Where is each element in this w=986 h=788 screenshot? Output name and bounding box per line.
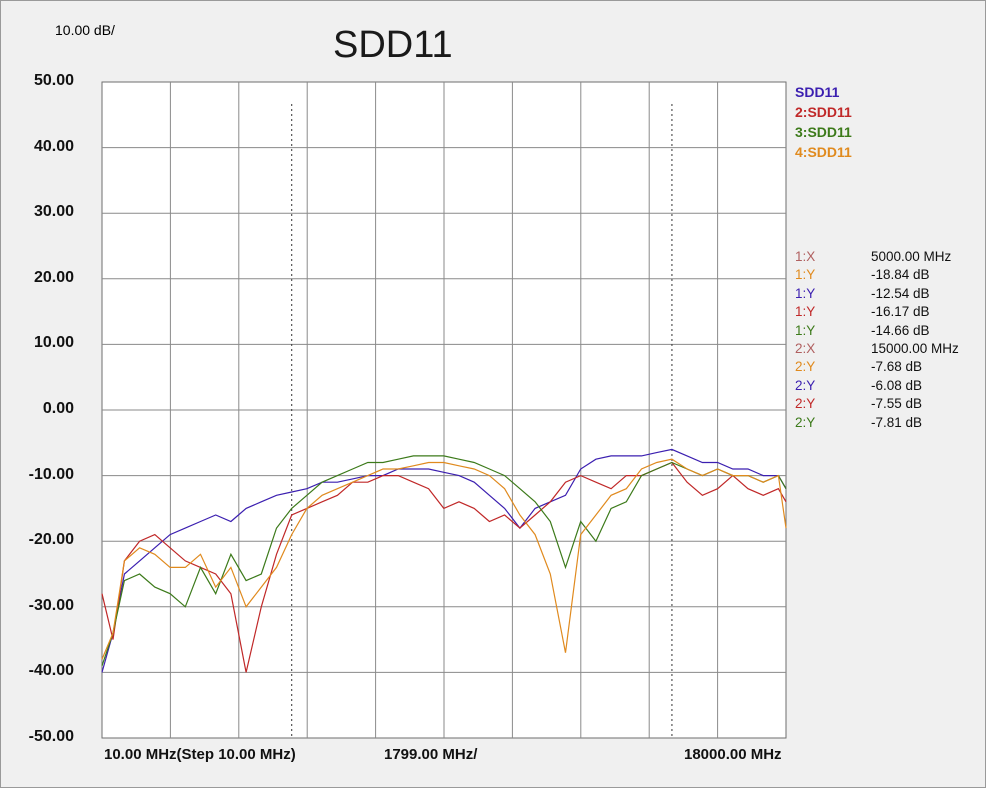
readout-row: 1:Y -18.84 dB	[795, 266, 959, 284]
y-tick-label: 30.00	[33, 203, 74, 221]
readout-row: 1:Y -12.54 dB	[795, 285, 959, 303]
y-tick-label: -50.00	[28, 728, 74, 745]
readout-row: 1:X 5000.00 MHz	[795, 248, 959, 266]
readout-row: 1:Y -14.66 dB	[795, 322, 959, 340]
readout-label: 1:Y	[795, 322, 816, 338]
readout-row: 1:Y -16.17 dB	[795, 303, 959, 321]
readout-value: -6.08 dB	[871, 377, 923, 393]
readout-label: 1:X	[795, 249, 816, 264]
x-start-label: 10.00 MHz(Step 10.00 MHz)	[104, 746, 296, 763]
scale-label: 10.00 dB/	[55, 22, 115, 38]
series-line-3	[101, 455, 787, 666]
readout-label: 2:Y	[795, 377, 816, 393]
readout-value: 5000.00 MHz	[871, 249, 952, 264]
readout-row: 2:Y -7.55 dB	[795, 395, 959, 413]
readout-row: 2:Y -7.68 dB	[795, 358, 959, 376]
y-tick-label: -20.00	[28, 531, 74, 549]
readout-label: 1:Y	[795, 267, 816, 283]
readout-label: 2:X	[795, 341, 816, 357]
x-step-label: 1799.00 MHz/	[384, 746, 478, 763]
y-tick-label: -30.00	[28, 596, 74, 614]
marker-readouts: 1:X 5000.00 MHz 1:Y -18.84 dB 1:Y -12.54 dB 1:…	[795, 248, 959, 432]
legend-entry: SDD11	[795, 84, 840, 100]
y-tick-label: 40.00	[33, 137, 74, 155]
readout-value: -7.81 dB	[871, 414, 923, 430]
series-line-4	[101, 458, 787, 660]
chart-title: SDD11	[333, 24, 453, 66]
readout-label: 1:Y	[795, 304, 816, 320]
readout-label: 2:Y	[795, 396, 816, 412]
y-tick-label: -40.00	[28, 662, 74, 680]
readout-row: 2:Y -6.08 dB	[795, 377, 959, 395]
readout-value: -7.55 dB	[871, 396, 923, 412]
y-tick-label: 50.00	[33, 72, 74, 89]
legend-entry: 3:SDD11	[795, 124, 852, 140]
readout-value: -7.68 dB	[871, 359, 923, 375]
readout-value: -18.84 dB	[871, 267, 930, 283]
y-tick-label: 0.00	[42, 400, 74, 417]
readout-row: 2:Y -7.81 dB	[795, 414, 959, 432]
readout-value: -12.54 dB	[871, 285, 930, 301]
y-tick-label: -10.00	[28, 465, 74, 483]
x-end-label: 18000.00 MHz	[684, 746, 782, 763]
readout-row: 2:X 15000.00 MHz	[795, 340, 959, 358]
readout-value: -16.17 dB	[871, 304, 930, 320]
readout-label: 2:Y	[795, 359, 816, 375]
legend-entry: 4:SDD11	[795, 144, 852, 160]
readout-label: 2:Y	[795, 414, 816, 430]
readout-label: 1:Y	[795, 285, 816, 301]
readout-value: 15000.00 MHz	[871, 341, 959, 357]
legend-entry: 2:SDD11	[795, 104, 852, 120]
readout-value: -14.66 dB	[871, 322, 930, 338]
y-tick-label: 10.00	[33, 334, 74, 352]
y-tick-label: 20.00	[33, 268, 74, 286]
legend: SDD11 2:SDD11 3:SDD11 4:SDD11	[795, 82, 852, 162]
series-line-1	[101, 448, 787, 673]
series-line-2	[101, 461, 787, 673]
